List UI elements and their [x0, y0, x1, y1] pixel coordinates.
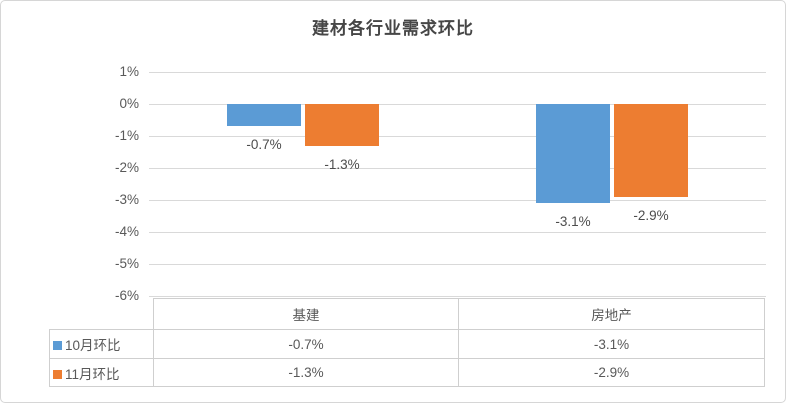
series-name: 10月环比 — [65, 338, 121, 353]
gridline — [149, 104, 766, 105]
y-axis-tick-label: -2% — [114, 160, 139, 175]
legend-swatch-series2 — [53, 369, 62, 379]
bar-series2-cat1[interactable] — [305, 104, 379, 146]
bar-value-label: -3.1% — [555, 214, 591, 229]
y-axis-tick-label: -3% — [114, 192, 139, 207]
chart-data-table: 基建 房地产 10月环比 -0.7% -3.1% 11月环比 -1.3% -2.9% — [49, 298, 765, 387]
bar-value-label: -0.7% — [246, 137, 282, 152]
legend-swatch-series1 — [53, 341, 62, 350]
y-axis-tick-label: -1% — [114, 128, 139, 143]
table-value-series1-cat2: -3.1% — [458, 329, 765, 359]
table-row: 11月环比 -1.3% -2.9% — [49, 358, 765, 387]
bar-series1-cat2[interactable] — [536, 104, 610, 203]
table-value-series1-cat1: -0.7% — [153, 329, 459, 359]
table-row: 10月环比 -0.7% -3.1% — [49, 329, 765, 359]
y-axis-tick-label: -4% — [114, 224, 139, 239]
y-axis-tick-label: 0% — [119, 96, 139, 111]
table-corner-blank — [50, 299, 154, 330]
y-axis-tick-label: -5% — [114, 256, 139, 271]
gridline — [149, 296, 766, 297]
y-axis-tick-label: -6% — [114, 288, 139, 303]
legend-cell-series2: 11月环比 — [49, 358, 154, 387]
gridline — [149, 200, 766, 201]
gridline — [149, 264, 766, 265]
bar-series1-cat1[interactable] — [227, 104, 301, 126]
table-header-cat1: 基建 — [153, 298, 459, 330]
gridline — [149, 168, 766, 169]
y-axis-tick-label: 1% — [119, 64, 139, 79]
table-header-cat2: 房地产 — [458, 298, 765, 330]
chart-title: 建材各行业需求环比 — [312, 19, 474, 38]
gridline — [149, 72, 766, 73]
gridline — [149, 136, 766, 137]
bar-value-label: -1.3% — [324, 157, 360, 172]
table-value-series2-cat2: -2.9% — [458, 358, 765, 387]
series-name: 11月环比 — [65, 366, 120, 382]
bar-value-label: -2.9% — [633, 208, 669, 223]
table-value-series2-cat1: -1.3% — [153, 358, 459, 387]
legend-cell-series1: 10月环比 — [49, 329, 154, 359]
gridline — [149, 232, 766, 233]
bar-series2-cat2[interactable] — [614, 104, 688, 197]
